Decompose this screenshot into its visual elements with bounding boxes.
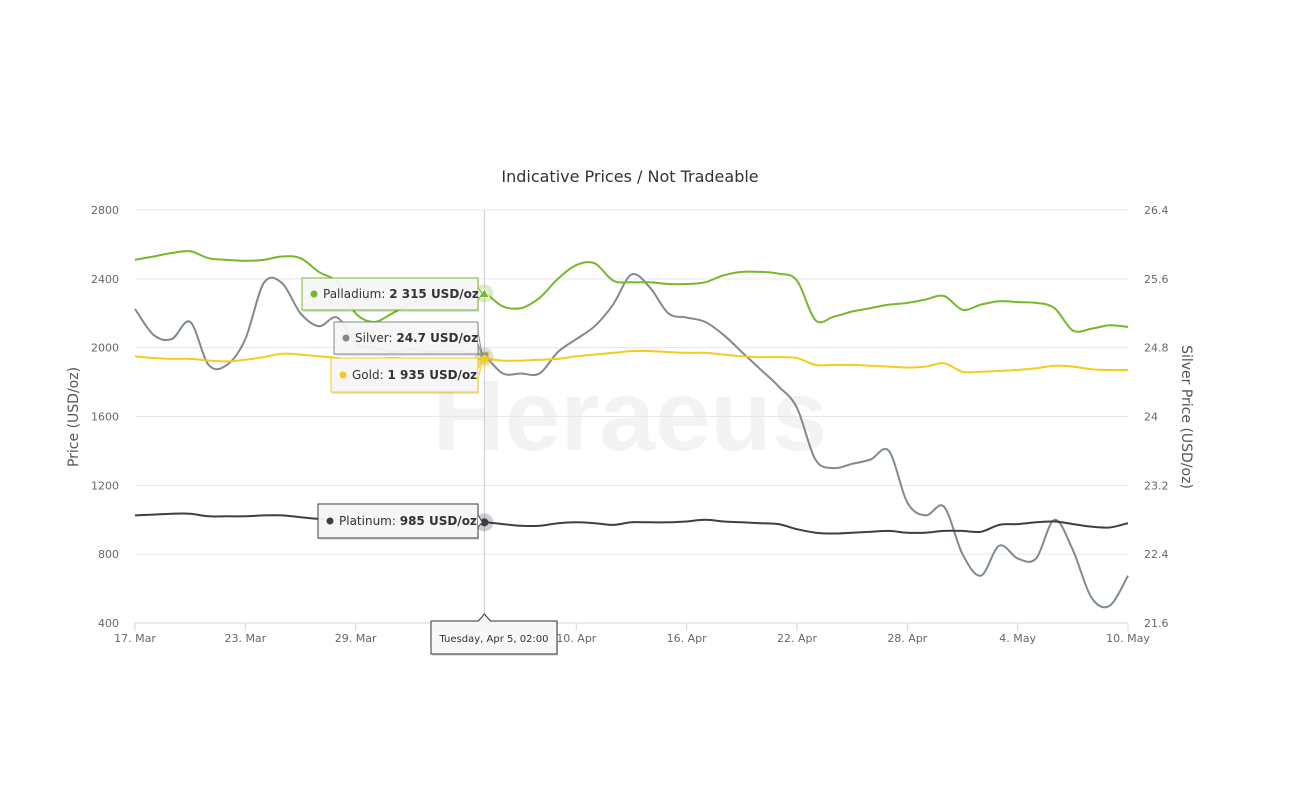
y-axis-title: Price (USD/oz) (66, 367, 82, 467)
date-tooltip-box (430, 613, 558, 655)
y-tick-label: 2400 (91, 273, 119, 286)
tooltip-series-name: Gold (352, 368, 380, 382)
tooltip-separator: : (392, 514, 400, 528)
tooltip-value: 2 315 USD/oz (389, 287, 479, 301)
tooltips: Silver: 24.7 USD/oz Platinum: 985 USD/oz G… (301, 277, 558, 656)
tooltip-box (330, 357, 479, 393)
silver-tooltip: Silver: 24.7 USD/oz (333, 321, 483, 357)
tooltip-box (317, 503, 479, 539)
tooltip-separator: : (381, 287, 389, 301)
crosshair-date-label: Tuesday, Apr 5, 02:00 (438, 634, 548, 645)
x-tick-label: 16. Apr (667, 632, 707, 645)
y2-tick-label: 24.8 (1144, 342, 1169, 355)
x-tick-label: 22. Apr (777, 632, 817, 645)
y-tick-label: 400 (98, 617, 119, 630)
y-tick-label: 2000 (91, 342, 119, 355)
chart-title: Indicative Prices / Not Tradeable (501, 167, 758, 186)
crosshair-date-tooltip: Tuesday, Apr 5, 02:00 (430, 613, 558, 656)
tooltip-bullet (339, 371, 347, 379)
tooltip-pointer (477, 287, 484, 301)
y2-tick-label: 22.4 (1144, 548, 1169, 561)
tooltip-pointer (477, 331, 483, 357)
tooltip-bullet (310, 290, 318, 298)
palladium-tooltip: Palladium: 2 315 USD/oz (301, 277, 484, 312)
y-tick-label: 1200 (91, 479, 119, 492)
y2-tick-label: 24 (1144, 411, 1158, 424)
silver-line (134, 273, 1129, 609)
right-y-axis: 21.6 22.4 23.2 24 24.8 25.6 26.4 (1144, 204, 1169, 630)
y2-tick-label: 23.2 (1144, 479, 1169, 492)
left-y-axis: 400 800 1200 1600 2000 2400 2800 (91, 204, 119, 630)
y2-tick-label: 25.6 (1144, 273, 1169, 286)
y2-tick-label: 21.6 (1144, 617, 1169, 630)
tooltip-pointer (477, 514, 484, 528)
y-tick-label: 2800 (91, 204, 119, 217)
gold-tooltip: Gold: 1 935 USD/oz (330, 357, 483, 394)
x-tick-label: 28. Apr (887, 632, 927, 645)
tooltip-value: 1 935 USD/oz (387, 368, 477, 382)
platinum-marker (480, 518, 489, 527)
x-tick-label: 17. Mar (114, 632, 156, 645)
series-lines (134, 250, 1129, 609)
tooltip-separator: : (389, 331, 397, 345)
svg-text:Palladium: 2 315 USD/oz: Palladium: 2 315 USD/oz (323, 287, 479, 301)
x-tick-label: 10. Apr (556, 632, 596, 645)
tooltip-series-name: Silver (355, 331, 389, 345)
x-tick-label: 23. Mar (224, 632, 266, 645)
platinum-line (134, 512, 1129, 535)
tooltip-bullet (326, 517, 334, 525)
tooltip-series-name: Palladium (323, 287, 381, 301)
gold-line (134, 349, 1129, 374)
tooltip-box (333, 321, 479, 355)
tooltip-value: 985 USD/oz (400, 514, 477, 528)
tooltip-bullet (342, 334, 350, 342)
y-tick-label: 800 (98, 548, 119, 561)
tooltip-series-name: Platinum (339, 514, 392, 528)
svg-text:Gold: 1 935 USD/oz: Gold: 1 935 USD/oz (352, 368, 477, 382)
y2-axis-title: Silver Price (USD/oz) (1178, 345, 1194, 489)
platinum-tooltip: Platinum: 985 USD/oz (317, 503, 484, 540)
x-tick-label: 10. May (1106, 632, 1150, 645)
tooltip-box (301, 277, 479, 311)
tooltip-pointer (477, 358, 483, 382)
svg-text:Platinum: 985 USD/oz: Platinum: 985 USD/oz (339, 514, 477, 528)
gridlines (135, 209, 1128, 624)
x-tick-label: 4. May (999, 632, 1036, 645)
tooltip-value: 24.7 USD/oz (396, 331, 478, 345)
y2-tick-label: 26.4 (1144, 204, 1169, 217)
tooltip-separator: : (380, 368, 388, 382)
svg-text:Silver: 24.7 USD/oz: Silver: 24.7 USD/oz (355, 331, 478, 345)
palladium-line (134, 250, 1129, 333)
y-tick-label: 1600 (91, 411, 119, 424)
x-tick-label: 29. Mar (335, 632, 377, 645)
